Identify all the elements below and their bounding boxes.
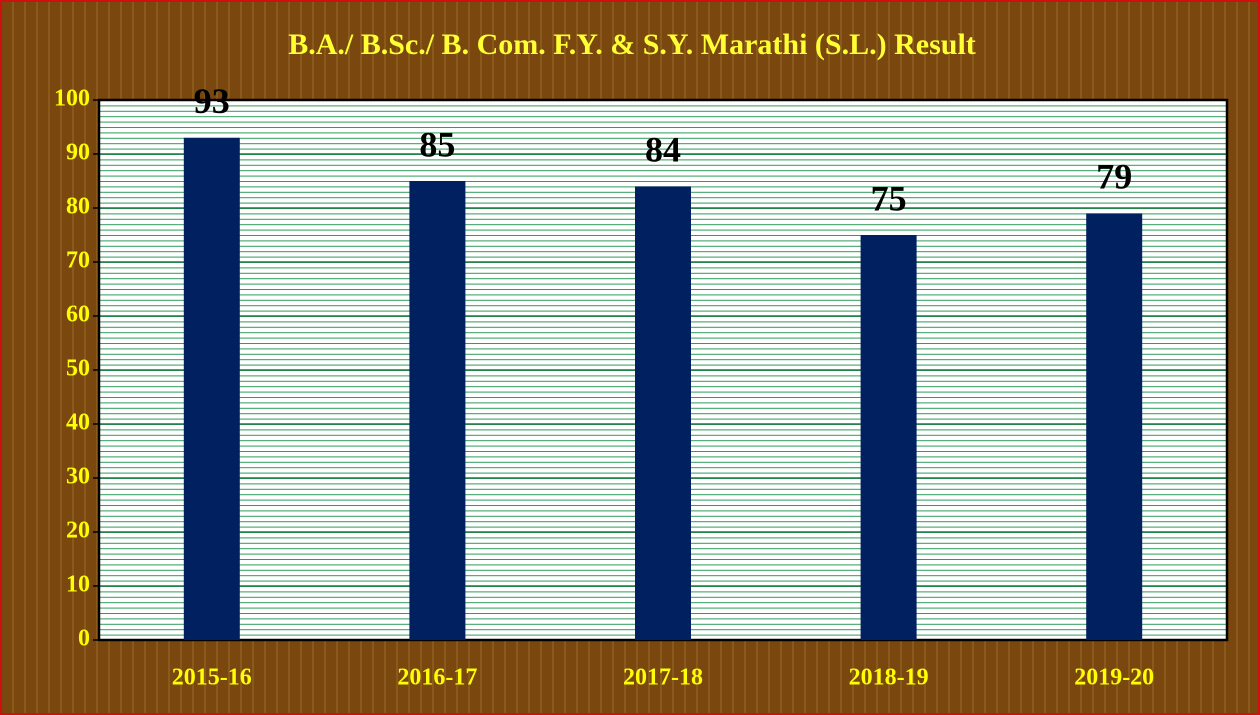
bar [635,186,691,640]
y-tick-label: 100 [54,86,90,112]
y-tick-label: 10 [66,572,90,598]
x-tick-label: 2019-20 [1074,665,1154,691]
data-label: 85 [419,124,455,164]
data-label: 93 [194,81,230,121]
bar [1086,213,1143,640]
y-tick-label: 90 [66,140,90,166]
x-tick-label: 2015-16 [172,665,252,691]
y-tick-label: 70 [66,248,90,274]
y-tick-label: 20 [66,518,90,544]
y-tick-label: 60 [66,302,90,328]
x-tick-label: 2017-18 [623,665,703,691]
data-label: 84 [645,130,681,170]
x-tick-label: 2016-17 [397,665,477,691]
chart-title: B.A./ B.Sc./ B. Com. F.Y. & S.Y. Marathi… [288,28,976,61]
data-label: 79 [1096,157,1132,197]
x-tick-label: 2018-19 [849,665,929,691]
data-label: 75 [871,178,907,218]
y-tick-label: 0 [78,626,90,652]
y-tick-label: 80 [66,194,90,220]
y-tick-label: 50 [66,356,90,382]
bar [409,181,466,640]
y-tick-label: 30 [66,464,90,490]
bar [183,137,240,641]
bar [860,235,917,640]
y-tick-label: 40 [66,410,90,436]
